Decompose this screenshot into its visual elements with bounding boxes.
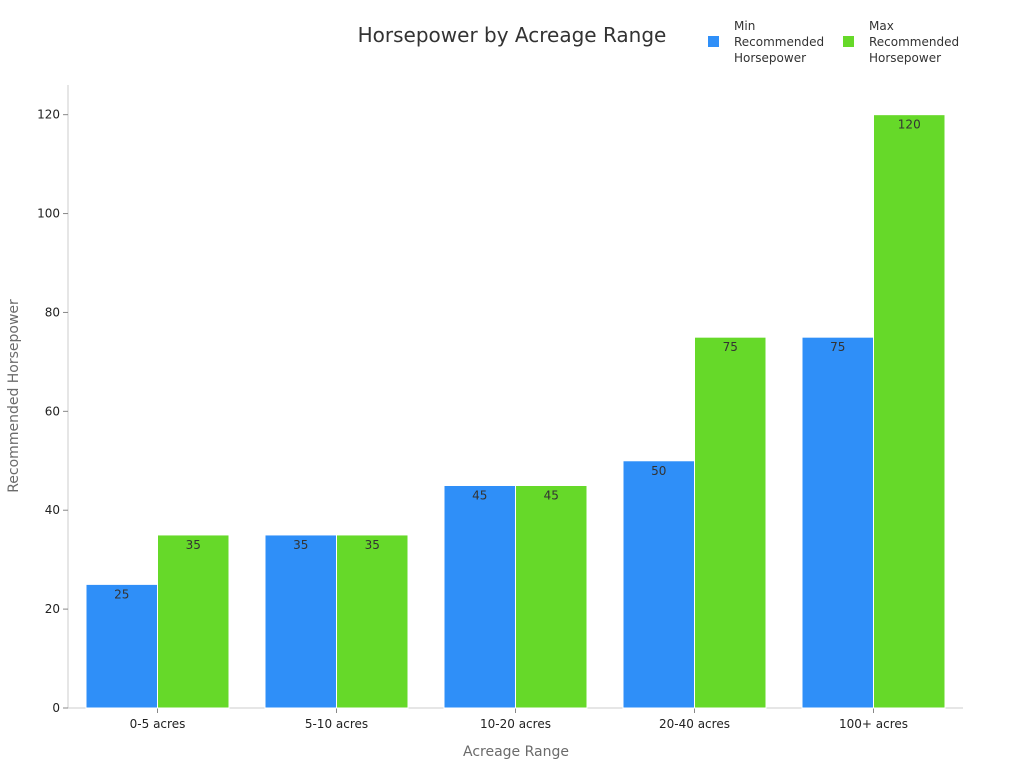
y-tick-label: 60 (45, 404, 60, 418)
data-label: 35 (186, 538, 201, 552)
data-label: 45 (472, 489, 487, 503)
x-tick-label: 100+ acres (839, 717, 908, 731)
data-label: 25 (114, 587, 129, 601)
bar-max (515, 485, 588, 709)
legend-label: Horsepower (869, 51, 941, 65)
legend-label: Recommended (869, 35, 959, 49)
bar-max (873, 114, 946, 709)
y-tick-label: 100 (37, 207, 60, 221)
legend-swatch (843, 36, 854, 47)
data-label: 45 (544, 489, 559, 503)
bar-max (336, 534, 409, 709)
y-tick-label: 80 (45, 305, 60, 319)
bars-group (85, 114, 946, 709)
data-label: 50 (651, 464, 666, 478)
x-axis-title: Acreage Range (463, 744, 569, 760)
x-axis: 0-5 acres 5-10 acres 10-20 acres 20-40 acre… (68, 707, 963, 731)
legend-label: Min (734, 19, 755, 33)
bar-max (694, 336, 767, 709)
legend-label: Recommended (734, 35, 824, 49)
legend-label: Max (869, 19, 894, 33)
legend: Min Recommended Horsepower Max Recommended Ho… (708, 19, 959, 65)
bar-min (85, 583, 158, 709)
x-tick-label: 20-40 acres (659, 717, 730, 731)
y-tick-label: 0 (52, 701, 60, 715)
y-tick-label: 20 (45, 602, 60, 616)
data-label: 75 (830, 340, 845, 354)
data-label: 35 (365, 538, 380, 552)
x-tick-label: 0-5 acres (130, 717, 186, 731)
x-tick-label: 5-10 acres (305, 717, 368, 731)
bar-min (622, 460, 695, 709)
y-axis: 0 20 40 60 80 100 120 (37, 85, 69, 715)
bar-max (157, 534, 230, 709)
y-tick-label: 40 (45, 503, 60, 517)
x-tick-label: 10-20 acres (480, 717, 551, 731)
data-label: 35 (293, 538, 308, 552)
legend-swatch (708, 36, 719, 47)
bar-min (801, 336, 874, 709)
y-tick-label: 120 (37, 108, 60, 122)
bar-min (264, 534, 337, 709)
legend-label: Horsepower (734, 51, 806, 65)
data-label: 120 (898, 118, 921, 132)
chart-title: Horsepower by Acreage Range (358, 23, 667, 47)
bar-min (443, 485, 516, 709)
y-axis-title: Recommended Horsepower (6, 299, 22, 493)
data-labels-group: 25 35 35 35 45 45 50 75 75 120 (114, 118, 921, 602)
data-label: 75 (723, 340, 738, 354)
